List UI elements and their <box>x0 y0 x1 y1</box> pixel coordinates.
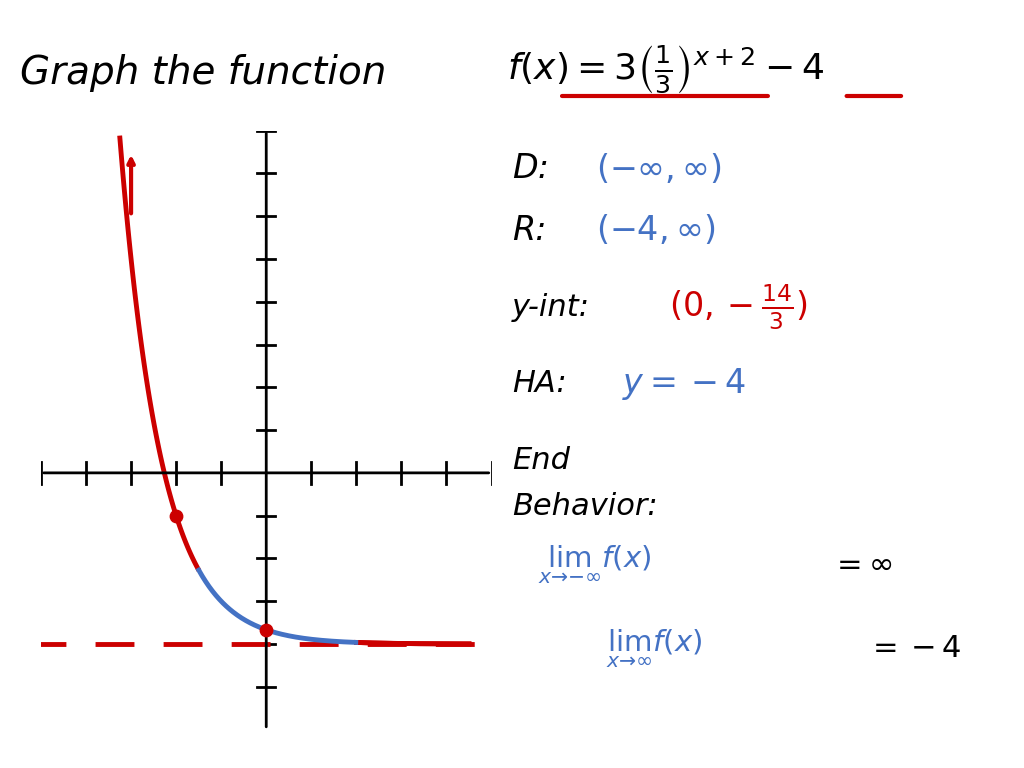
Text: Behavior:: Behavior: <box>512 492 657 521</box>
Text: $f(x) = 3\left(\frac{1}{3}\right)^{x+2} - 4$: $f(x) = 3\left(\frac{1}{3}\right)^{x+2} … <box>507 43 824 95</box>
Point <box>168 509 184 521</box>
Text: End: End <box>512 446 570 475</box>
Point <box>258 624 274 636</box>
Text: $= -4$: $= -4$ <box>867 634 962 664</box>
Text: $\lim_{x \to -\infty} f(x)$: $\lim_{x \to -\infty} f(x)$ <box>539 543 652 586</box>
Text: $(-4, \infty)$: $(-4, \infty)$ <box>596 214 715 247</box>
Text: Graph the function: Graph the function <box>20 54 387 91</box>
Text: $y = -4$: $y = -4$ <box>622 366 745 402</box>
Text: $(0, -\frac{14}{3})$: $(0, -\frac{14}{3})$ <box>669 283 807 332</box>
Text: $(-\infty, \infty)$: $(-\infty, \infty)$ <box>596 152 722 186</box>
Text: $\lim_{x \to \infty} f(x)$: $\lim_{x \to \infty} f(x)$ <box>606 627 702 670</box>
Text: R:: R: <box>512 214 547 247</box>
Text: HA:: HA: <box>512 369 567 399</box>
Text: D:: D: <box>512 153 549 185</box>
Text: y-int:: y-int: <box>512 293 590 322</box>
Text: $= \infty$: $= \infty$ <box>830 549 892 580</box>
